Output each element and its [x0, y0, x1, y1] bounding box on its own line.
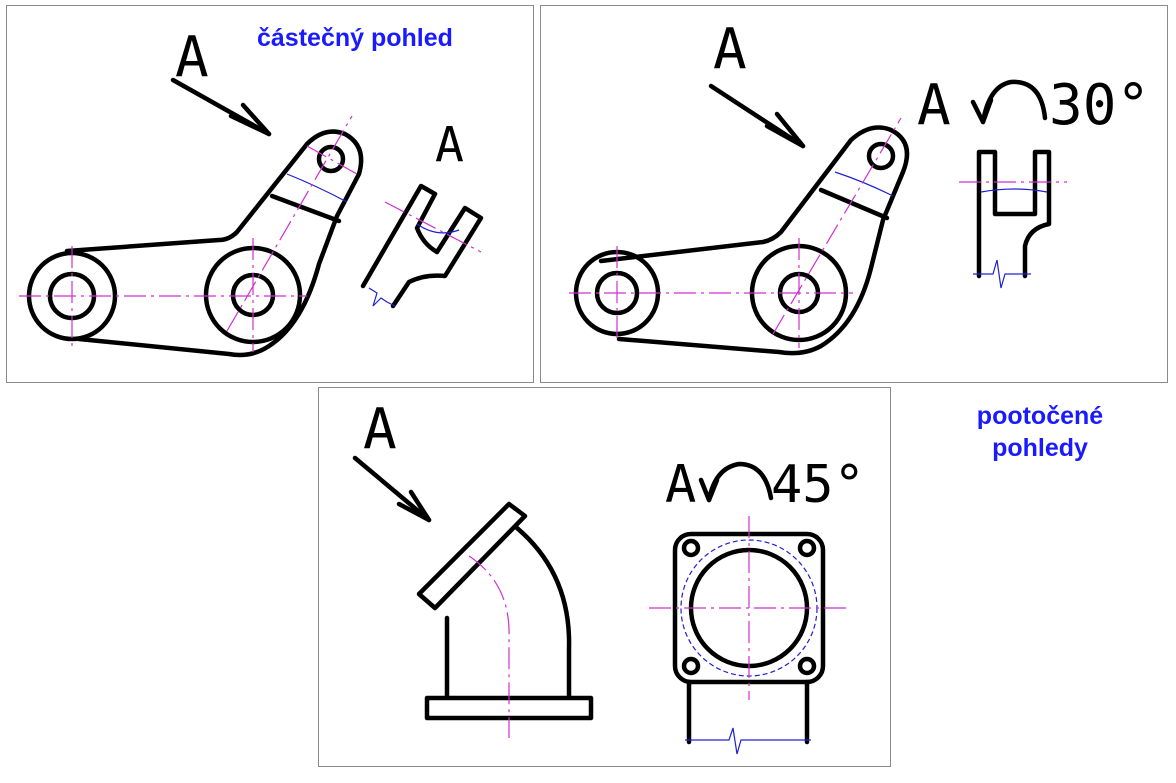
partial-view-label: částečný pohled	[257, 24, 453, 52]
rotated-view-45-drawing: A A 45°	[352, 397, 865, 755]
elbow-pipe	[416, 501, 594, 738]
arrow-letter: A	[175, 25, 209, 90]
view-direction-arrow	[352, 455, 432, 523]
flange-view	[649, 516, 847, 755]
lever-part	[19, 115, 364, 358]
panel-rotated-view-30: A A 30°	[540, 5, 1168, 383]
arrow-letter: A	[363, 397, 397, 462]
view-direction-arrow	[170, 77, 272, 137]
lever-part	[569, 117, 910, 356]
arrow-letter: A	[713, 17, 747, 82]
rotation-arrow-icon	[698, 461, 774, 503]
rotated-views-label-text: pootočené pohledy	[976, 402, 1104, 462]
view-direction-arrow	[708, 83, 806, 149]
rotation-angle: 30°	[1049, 73, 1150, 138]
rotation-arrow-icon	[970, 79, 1048, 125]
rotated-view-fork	[959, 149, 1067, 289]
partial-view-fork	[360, 183, 484, 309]
view-letter: A	[917, 73, 951, 138]
rotated-views-label: pootočené pohledy	[940, 400, 1140, 464]
view-letter: A	[435, 117, 464, 173]
rotated-view-30-drawing: A A 30°	[569, 17, 1150, 356]
partial-view-drawing: A A	[19, 25, 484, 358]
panel-partial-view: A A částečný pohle	[6, 5, 534, 383]
panel-rotated-view-45: A A 45°	[318, 387, 891, 767]
view-letter: A	[665, 455, 696, 515]
rotation-angle: 45°	[771, 455, 865, 515]
